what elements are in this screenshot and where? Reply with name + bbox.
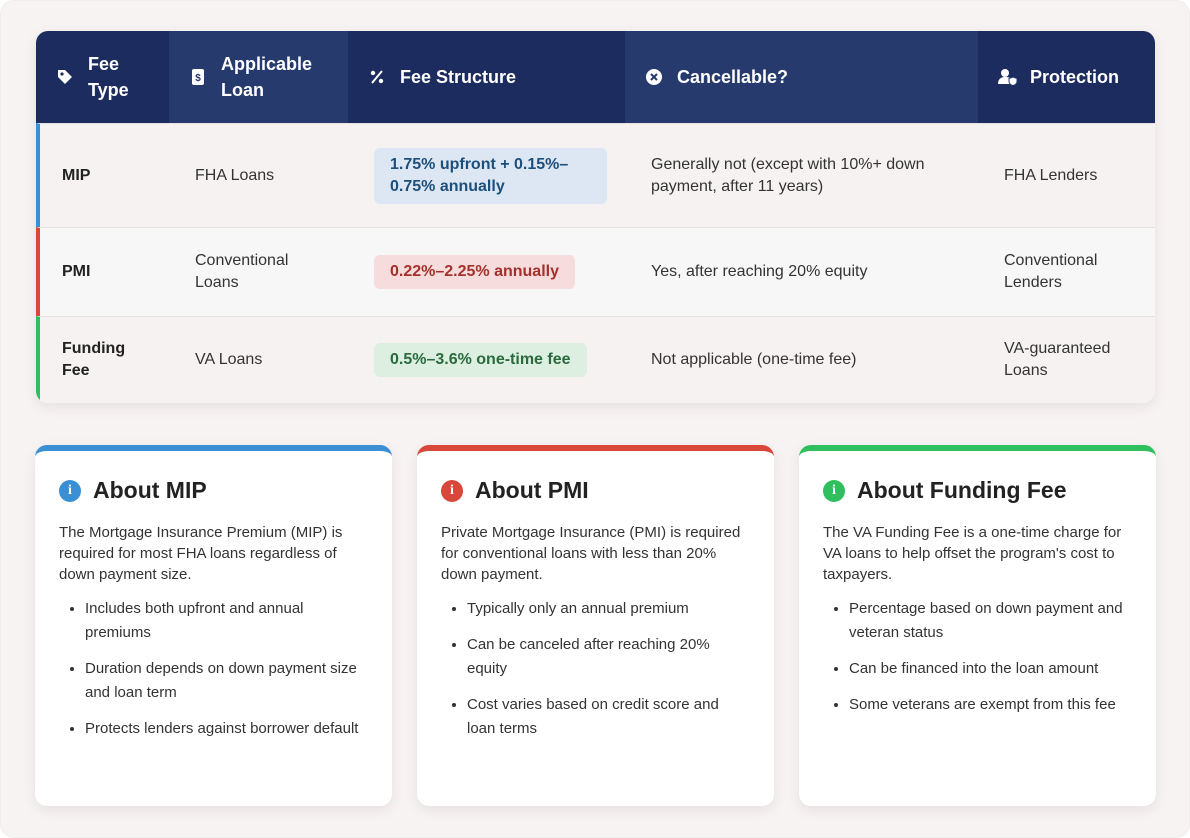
info-icon: i — [823, 479, 845, 502]
table-cell: Generally not (except with 10%+ down pay… — [651, 155, 925, 195]
table-cell: Yes, after reaching 20% equity — [651, 263, 868, 280]
table-cell: Not applicable (one-time fee) — [651, 351, 857, 368]
header-icon — [998, 69, 1018, 86]
table-row: PMI Conventional Loans 0.22%–2.25% annuall… — [36, 227, 1155, 316]
header-cell: Cancellable? — [625, 31, 978, 123]
card-list-item: Includes both upfront and annual premium… — [85, 597, 368, 645]
header-text: Fee Structure — [400, 67, 517, 87]
table-header: Fee Type $ Applicable Loan Fee Structure Can… — [36, 31, 1155, 123]
card-list-item: Can be financed into the loan amount — [849, 657, 1132, 681]
card-list-item: Typically only an annual premium — [467, 597, 750, 621]
header-cell: Fee Structure — [348, 31, 625, 123]
card-list-item: Some veterans are exempt from this fee — [849, 693, 1132, 717]
header-text: Cancellable? — [677, 67, 789, 87]
info-icon: i — [59, 479, 81, 502]
card-list-item: Cost varies based on credit score and lo… — [467, 693, 750, 741]
table-cell: Conventional Lenders — [1004, 252, 1098, 291]
table-cell: Funding Fee — [62, 340, 126, 379]
header-cell: Protection — [978, 31, 1155, 123]
table-cell: 0.22%–2.25% annually — [352, 255, 629, 289]
table-row: Funding Fee VA Loans 0.5%–3.6% one-time fe… — [36, 316, 1155, 403]
table-cell: Conventional Loans — [195, 252, 289, 291]
info-card: i About PMI Private Mortgage Insurance (PM… — [417, 445, 774, 806]
table-cell: FHA Loans — [195, 166, 275, 184]
info-icon: i — [441, 479, 463, 502]
info-card: i About MIP The Mortgage Insurance Premium… — [35, 445, 392, 806]
fee-pill: 0.22%–2.25% annually — [374, 255, 575, 289]
table-cell: VA Loans — [195, 351, 263, 368]
table-cell: PMI — [62, 263, 91, 280]
card-title: i About MIP — [59, 477, 368, 504]
header-text: Fee Type — [88, 54, 129, 100]
header-text: Protection — [1030, 67, 1120, 87]
header-icon — [370, 70, 384, 84]
card-intro: The Mortgage Insurance Premium (MIP) is … — [59, 524, 343, 583]
card-intro: Private Mortgage Insurance (PMI) is requ… — [441, 524, 741, 583]
card-list: Percentage based on down payment and vet… — [823, 597, 1132, 717]
card-title-text: About Funding Fee — [857, 477, 1067, 503]
table-cell: MIP — [62, 166, 91, 184]
table-cell: VA-guaranteed Loans — [1004, 340, 1111, 379]
card-list: Includes both upfront and annual premium… — [59, 597, 368, 741]
table-row: MIP FHA Loans 1.75% upfront + 0.15%–0.75% … — [36, 123, 1155, 227]
fee-pill: 0.5%–3.6% one-time fee — [374, 343, 587, 377]
card-title: i About PMI — [441, 477, 750, 504]
header-icon: $ — [192, 69, 204, 85]
card-list-item: Duration depends on down payment size an… — [85, 657, 368, 705]
info-card: i About Funding Fee The VA Funding Fee is … — [799, 445, 1156, 806]
info-cards: i About MIP The Mortgage Insurance Premium… — [35, 445, 1156, 806]
header-cell: $ Applicable Loan — [169, 31, 348, 123]
table-cell: 1.75% upfront + 0.15%–0.75% annually — [352, 147, 629, 204]
card-list-item: Can be canceled after reaching 20% equit… — [467, 633, 750, 681]
card-title: i About Funding Fee — [823, 477, 1132, 504]
header-cell: Fee Type — [36, 31, 169, 123]
svg-text:$: $ — [195, 73, 201, 84]
fee-pill: 1.75% upfront + 0.15%–0.75% annually — [374, 147, 607, 204]
table-cell: FHA Lenders — [1004, 166, 1098, 184]
header-icon — [58, 70, 72, 84]
fee-table: Fee Type $ Applicable Loan Fee Structure Can… — [36, 31, 1155, 403]
card-list: Typically only an annual premium Can be c… — [441, 597, 750, 741]
card-intro: The VA Funding Fee is a one-time charge … — [823, 524, 1122, 583]
table-cell: 0.5%–3.6% one-time fee — [352, 343, 629, 377]
header-icon — [646, 69, 662, 85]
card-list-item: Protects lenders against borrower defaul… — [85, 717, 368, 741]
card-list-item: Percentage based on down payment and vet… — [849, 597, 1132, 645]
header-text: Applicable Loan — [221, 54, 313, 100]
card-title-text: About MIP — [93, 477, 207, 503]
card-title-text: About PMI — [475, 477, 589, 503]
